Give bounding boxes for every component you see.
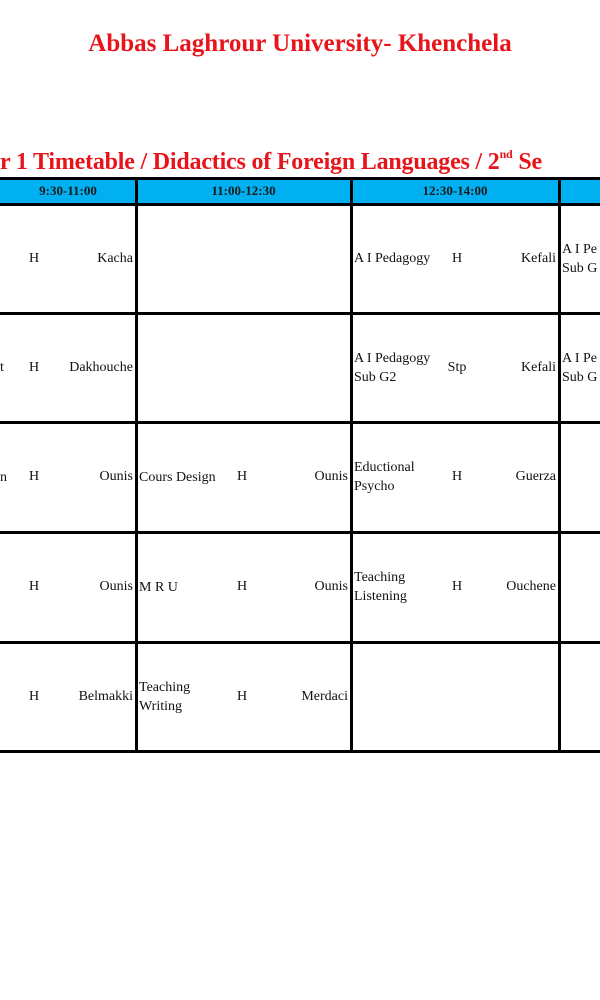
course-subject: Eductional Psycho xyxy=(354,460,415,494)
timetable-cell: A I Pedagogy Sub G2 Stp Kefali xyxy=(351,313,559,422)
session-type: H xyxy=(28,359,40,375)
header-cell: 9:30-11:00 xyxy=(0,178,136,204)
grid-line-horizontal xyxy=(0,421,600,424)
grid-line-vertical xyxy=(558,178,561,753)
header-cell: 12:30-14:00 xyxy=(351,178,559,204)
teacher-name: Guerza xyxy=(515,469,556,484)
grid-line-horizontal xyxy=(0,312,600,315)
timetable-cell xyxy=(351,642,559,751)
session-type: H xyxy=(451,250,463,266)
university-title: Abbas Laghrour University- Khenchela xyxy=(88,30,512,57)
course-subject: Teaching Listening xyxy=(354,570,407,604)
teacher-name: Ounis xyxy=(314,469,348,484)
grid-line-horizontal xyxy=(0,641,600,644)
teacher-name: Ounis xyxy=(99,469,133,484)
grid-line-horizontal xyxy=(0,750,600,753)
teacher-name: Ouchene xyxy=(506,579,556,594)
timetable-cell: Teaching Listening H Ouchene xyxy=(351,532,559,642)
grid-line-vertical xyxy=(350,178,353,753)
session-type: H xyxy=(28,250,40,266)
teacher-name: Belmakki xyxy=(78,688,133,704)
session-type: H xyxy=(236,688,248,704)
timetable-cell: H Belmakki xyxy=(0,642,136,751)
teacher-name: Merdaci xyxy=(301,688,348,704)
timetable-cell xyxy=(136,313,351,422)
timetable-title: r 1 Timetable / Didactics of Foreign Lan… xyxy=(0,147,600,176)
timetable-cell xyxy=(559,422,600,532)
timetable-cell: A I Pedagogy H Kefali xyxy=(351,204,559,313)
timetable-cell xyxy=(559,532,600,642)
grid-line-horizontal xyxy=(0,203,600,206)
session-type: H xyxy=(451,469,463,484)
session-type: Stp xyxy=(447,359,467,375)
subtitle-text: r 1 Timetable / Didactics of Foreign Lan… xyxy=(0,149,500,175)
session-type: H xyxy=(28,579,40,594)
course-subject: A I Pe Sub G xyxy=(562,241,598,276)
timetable-cell: M R U H Ounis xyxy=(136,532,351,642)
course-subject: A I Pedagogy xyxy=(354,251,431,266)
timetable-cell: A I Pe Sub G xyxy=(559,204,600,313)
course-subject: n xyxy=(0,469,7,485)
course-subject: M R U xyxy=(139,579,178,595)
session-type: H xyxy=(236,469,248,484)
teacher-name: Dakhouche xyxy=(69,359,133,375)
subtitle-sup: nd xyxy=(499,147,513,161)
grid-line-horizontal xyxy=(0,177,600,180)
subtitle-tail: Se xyxy=(512,149,542,175)
session-type: H xyxy=(451,579,463,594)
header-cell xyxy=(559,178,600,204)
course-subject: t xyxy=(0,360,4,375)
timetable-cell: Eductional Psycho H Guerza xyxy=(351,422,559,532)
teacher-name: Kefali xyxy=(521,250,556,266)
course-subject: A I Pe Sub G xyxy=(562,350,598,385)
teacher-name: Kefali xyxy=(521,359,556,375)
timetable-cell xyxy=(559,642,600,751)
teacher-name: Kacha xyxy=(97,250,133,266)
timetable-cell: t H Dakhouche xyxy=(0,313,136,422)
course-subject: Cours Design xyxy=(139,469,216,485)
timetable-cell: Teaching Writing H Merdaci xyxy=(136,642,351,751)
grid-line-vertical xyxy=(135,178,138,753)
timetable-cell: H Ounis xyxy=(0,532,136,642)
timetable-cell: Cours Design H Ounis xyxy=(136,422,351,532)
grid-line-horizontal xyxy=(0,531,600,534)
timetable-cell xyxy=(136,204,351,313)
session-type: H xyxy=(28,688,40,704)
timetable-cell: A I Pe Sub G xyxy=(559,313,600,422)
teacher-name: Ounis xyxy=(99,579,133,594)
course-subject: Teaching Writing xyxy=(139,679,191,714)
header-cell: 11:00-12:30 xyxy=(136,178,351,204)
timetable-cell: n H Ounis xyxy=(0,422,136,532)
timetable-cell: H Kacha xyxy=(0,204,136,313)
teacher-name: Ounis xyxy=(314,579,348,594)
session-type: H xyxy=(236,579,248,594)
course-subject: A I Pedagogy Sub G2 xyxy=(354,350,431,385)
session-type: H xyxy=(28,469,40,484)
